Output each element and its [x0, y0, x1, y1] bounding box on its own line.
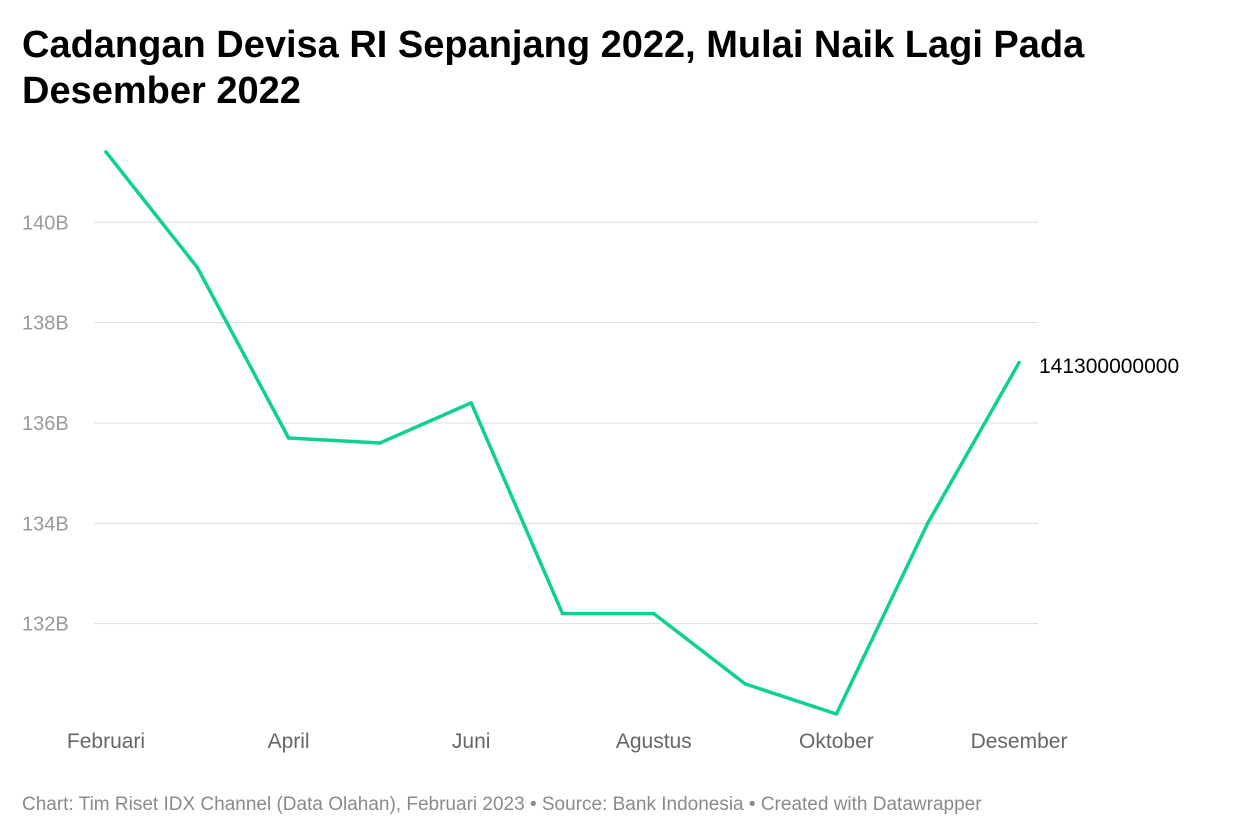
end-value-label: 141300000000 — [1039, 355, 1179, 378]
data-point — [743, 682, 747, 686]
x-tick-label: Agustus — [616, 730, 692, 753]
data-point — [195, 265, 200, 270]
chart-footer: Chart: Tim Riset IDX Channel (Data Olaha… — [22, 794, 982, 815]
x-tick-label: April — [268, 730, 310, 753]
data-point — [469, 401, 474, 405]
y-axis-ticks: 132B 134B 136B 138B 140B — [22, 212, 69, 635]
y-tick-label: 136B — [22, 413, 69, 435]
chart-title: Cadangan Devisa RI Sepanjang 2022, Mulai… — [22, 24, 1085, 112]
y-tick-label: 132B — [22, 614, 69, 636]
data-point — [834, 712, 839, 716]
x-axis-ticks: Februari April Juni Agustus Oktober Desember — [67, 730, 1068, 753]
x-tick-label: Februari — [67, 730, 145, 753]
y-tick-label: 134B — [22, 513, 69, 535]
gridlines — [94, 221, 1038, 625]
x-tick-label: Juni — [452, 730, 491, 753]
series-line — [104, 150, 1021, 716]
data-point — [925, 521, 930, 526]
data-point — [652, 611, 656, 616]
data-labels: 141300000000 — [1039, 355, 1179, 378]
data-point — [1017, 360, 1021, 365]
data-point — [286, 436, 291, 440]
x-tick-label: Oktober — [799, 730, 874, 753]
x-tick-label: Desember — [971, 730, 1068, 753]
data-point — [104, 150, 108, 154]
y-tick-label: 138B — [22, 313, 69, 335]
data-point — [560, 611, 565, 616]
data-point — [378, 441, 382, 445]
y-tick-label: 140B — [22, 212, 69, 234]
series-lines — [104, 150, 1021, 716]
